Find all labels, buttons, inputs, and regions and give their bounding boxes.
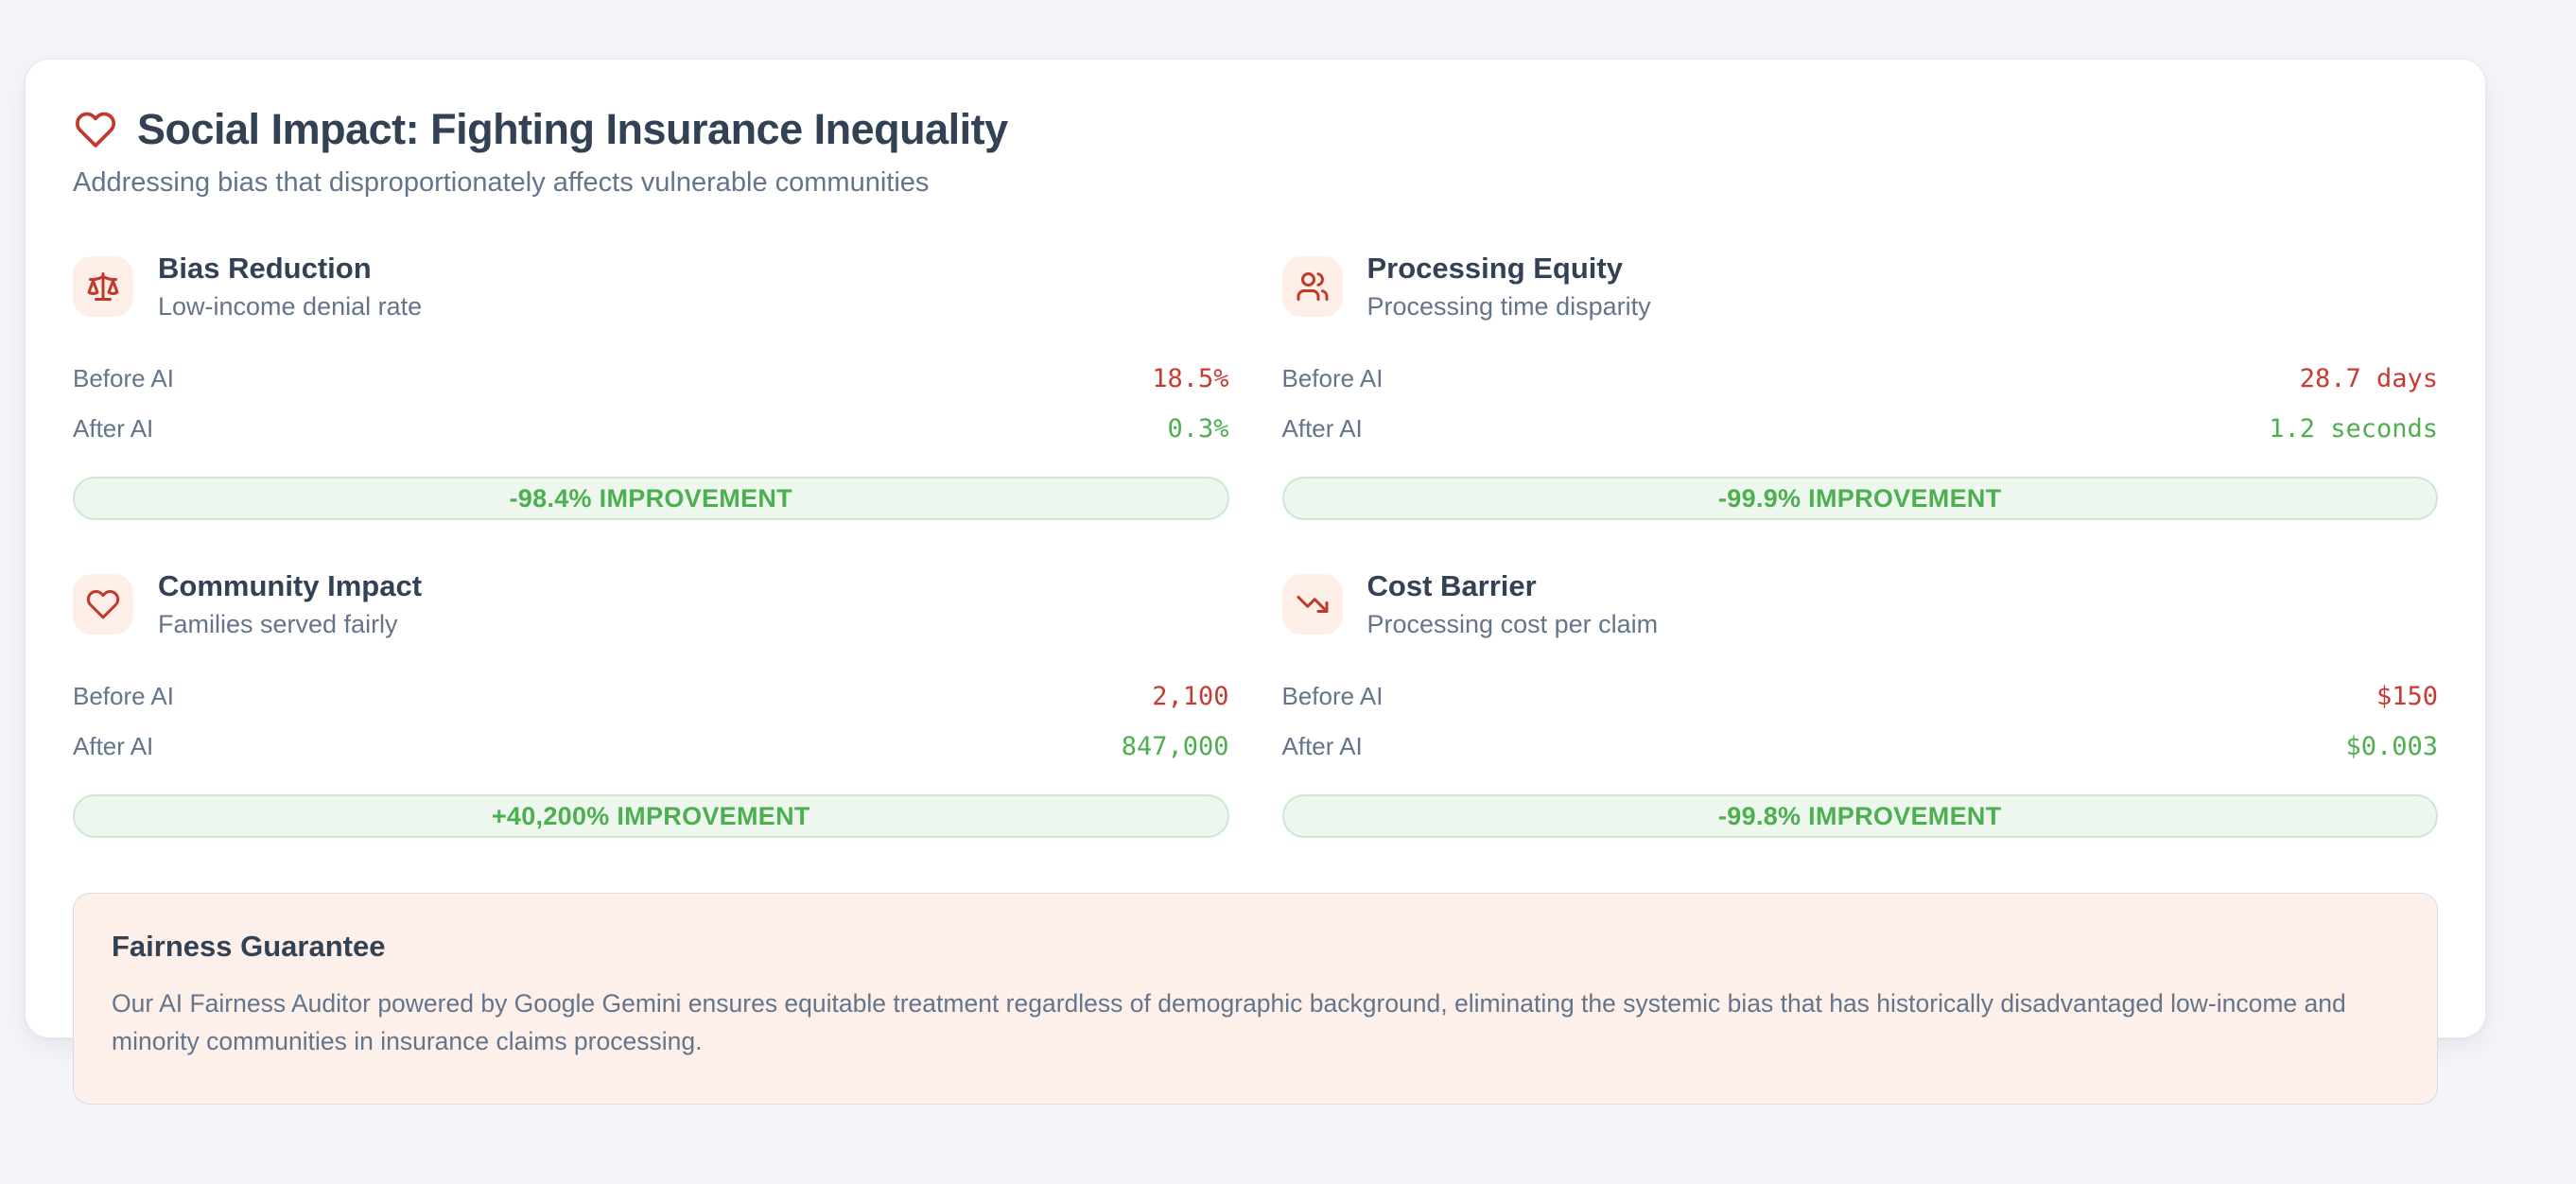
before-ai-value: 2,100 — [1152, 682, 1229, 711]
metric-header: Community Impact Families served fairly — [73, 569, 1229, 639]
metric-title: Community Impact — [158, 569, 423, 602]
icon-box — [73, 574, 133, 635]
metric-subtitle: Families served fairly — [158, 610, 398, 638]
metric-header-text: Cost Barrier Processing cost per claim — [1367, 569, 1659, 639]
metric-processing-equity: Processing Equity Processing time dispar… — [1281, 252, 2439, 520]
metric-subtitle: Processing time disparity — [1366, 292, 1651, 321]
after-ai-row: After AI 1.2 seconds — [1282, 404, 2439, 454]
card-header: Social Impact: Fighting Insurance Inequa… — [73, 105, 2438, 154]
before-ai-value: $150 — [2376, 682, 2438, 711]
metric-title: Bias Reduction — [158, 252, 372, 285]
trending-down-icon — [1297, 596, 1328, 613]
metric-header: Processing Equity Processing time dispar… — [1281, 252, 2439, 322]
before-ai-row: Before AI 28.7 days — [1282, 354, 2439, 404]
social-impact-card: Social Impact: Fighting Insurance Inequa… — [25, 59, 2486, 1105]
metric-subtitle: Processing cost per claim — [1366, 610, 1659, 638]
after-ai-row: After AI 0.3% — [73, 404, 1229, 454]
after-ai-value: 847,000 — [1121, 732, 1229, 761]
metric-header-text: Processing Equity Processing time dispar… — [1367, 252, 1651, 322]
metric-title: Processing Equity — [1366, 252, 1623, 285]
metrics-grid: Bias Reduction Low-income denial rate Be… — [73, 252, 2438, 838]
after-ai-value: 0.3% — [1167, 414, 1229, 444]
metric-subtitle: Low-income denial rate — [158, 292, 423, 321]
icon-box — [73, 256, 133, 317]
before-ai-row: Before AI $150 — [1282, 671, 2439, 722]
after-ai-label: After AI — [73, 414, 154, 443]
improvement-badge: -99.9% IMPROVEMENT — [1281, 477, 2438, 520]
metric-cost-barrier: Cost Barrier Processing cost per claim B… — [1281, 569, 2439, 838]
after-ai-label: After AI — [1281, 414, 1363, 443]
heart-icon — [86, 590, 120, 619]
icon-box — [1281, 574, 1343, 635]
page-subtitle: Addressing bias that disproportionately … — [73, 167, 930, 198]
fairness-guarantee-box: Fairness Guarantee Our AI Fairness Audit… — [73, 893, 2438, 1105]
scale-icon — [87, 272, 119, 301]
fairness-title: Fairness Guarantee — [112, 930, 386, 963]
metric-header-text: Community Impact Families served fairly — [158, 569, 422, 639]
icon-box — [1281, 256, 1343, 317]
heart-icon — [76, 112, 115, 148]
before-ai-label: Before AI — [1281, 682, 1384, 710]
before-ai-value: 18.5% — [1152, 364, 1229, 393]
before-ai-label: Before AI — [73, 682, 174, 710]
metric-header: Cost Barrier Processing cost per claim — [1281, 569, 2439, 639]
users-icon — [1297, 272, 1328, 301]
after-ai-value: 1.2 seconds — [2269, 414, 2438, 444]
before-ai-value: 28.7 days — [2299, 364, 2438, 393]
metric-header: Bias Reduction Low-income denial rate — [73, 252, 1229, 322]
metric-header-text: Bias Reduction Low-income denial rate — [158, 252, 422, 322]
fairness-body: Our AI Fairness Auditor powered by Googl… — [112, 989, 2346, 1055]
before-ai-label: Before AI — [1281, 364, 1384, 392]
metric-bias-reduction: Bias Reduction Low-income denial rate Be… — [73, 252, 1229, 520]
metric-title: Cost Barrier — [1366, 569, 1537, 602]
page-title: Social Impact: Fighting Insurance Inequa… — [137, 105, 1008, 153]
before-ai-label: Before AI — [73, 364, 174, 392]
before-ai-row: Before AI 18.5% — [73, 354, 1229, 404]
before-ai-row: Before AI 2,100 — [73, 671, 1229, 722]
metric-community-impact: Community Impact Families served fairly … — [73, 569, 1229, 838]
after-ai-row: After AI 847,000 — [73, 722, 1229, 772]
after-ai-row: After AI $0.003 — [1282, 722, 2439, 772]
improvement-badge: -99.8% IMPROVEMENT — [1281, 794, 2438, 838]
after-ai-label: After AI — [73, 732, 154, 760]
improvement-badge: +40,200% IMPROVEMENT — [73, 794, 1229, 838]
after-ai-value: $0.003 — [2345, 732, 2438, 761]
improvement-badge: -98.4% IMPROVEMENT — [73, 477, 1229, 520]
after-ai-label: After AI — [1281, 732, 1363, 760]
